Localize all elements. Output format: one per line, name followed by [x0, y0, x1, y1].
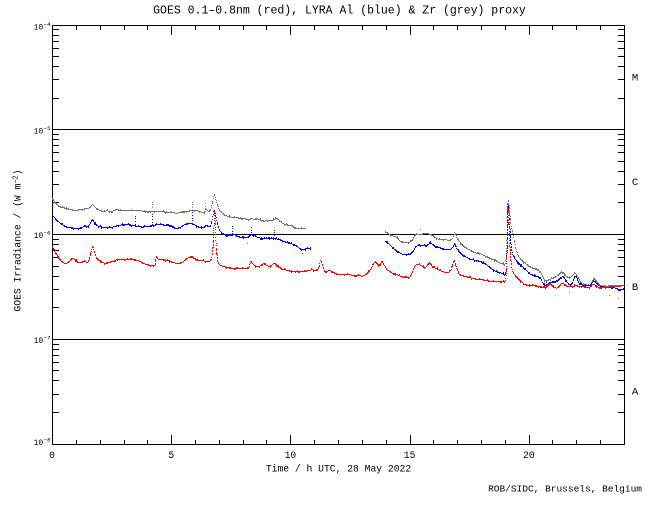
- svg-text:20: 20: [523, 450, 535, 461]
- svg-text:10: 10: [285, 450, 297, 461]
- svg-text:Time / h UTC, 28 May 2022: Time / h UTC, 28 May 2022: [266, 464, 412, 475]
- svg-text:ROB/SIDC, Brussels, Belgium: ROB/SIDC, Brussels, Belgium: [488, 484, 642, 495]
- svg-text:GOES 0.1–0.8nm (red), LYRA Al: GOES 0.1–0.8nm (red), LYRA Al (blue) & Z…: [153, 5, 526, 18]
- svg-text:10: 10: [34, 24, 44, 33]
- svg-text:5: 5: [168, 450, 174, 461]
- svg-text:−7: −7: [44, 334, 51, 341]
- svg-text:10: 10: [34, 337, 44, 346]
- svg-text:GOES Irradiance / (W m−2): GOES Irradiance / (W m−2): [13, 169, 24, 311]
- svg-text:10: 10: [34, 439, 44, 448]
- svg-text:−6: −6: [44, 230, 51, 237]
- svg-text:−4: −4: [44, 21, 51, 28]
- svg-text:C: C: [632, 177, 638, 189]
- svg-text:A: A: [632, 387, 639, 399]
- svg-text:15: 15: [404, 450, 416, 461]
- svg-text:10: 10: [34, 232, 44, 241]
- svg-text:0: 0: [49, 450, 55, 461]
- svg-text:−8: −8: [44, 436, 51, 443]
- svg-text:−5: −5: [44, 125, 51, 132]
- svg-text:B: B: [632, 282, 638, 294]
- svg-text:10: 10: [34, 128, 44, 137]
- svg-text:M: M: [632, 72, 638, 84]
